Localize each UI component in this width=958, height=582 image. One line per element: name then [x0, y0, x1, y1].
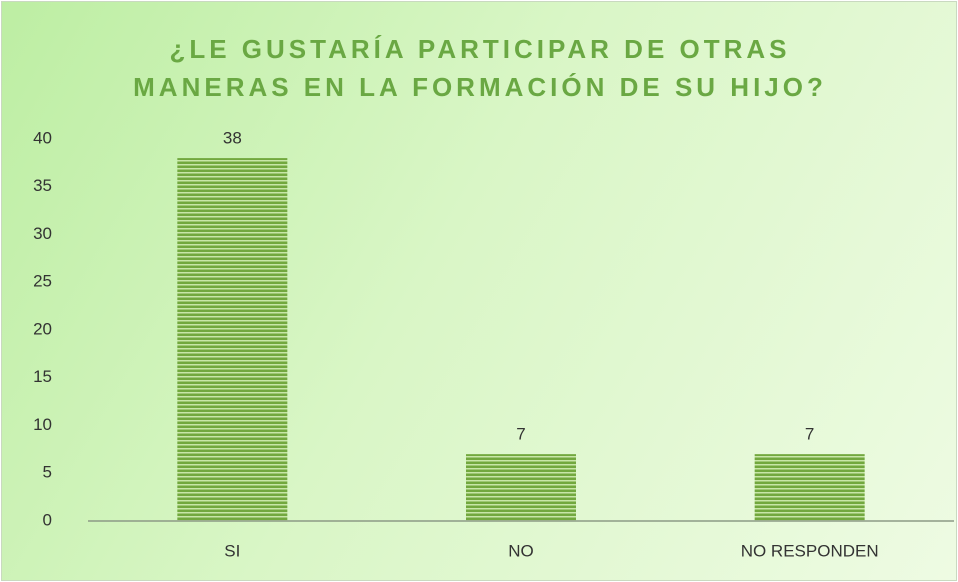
y-tick-label: 0: [43, 510, 52, 529]
chart-title: ¿LE GUSTARÍA PARTICIPAR DE OTRAS MANERAS…: [133, 34, 827, 102]
y-tick-label: 15: [33, 367, 52, 386]
y-tick-label: 20: [33, 319, 52, 338]
data-label: 38: [223, 129, 242, 148]
y-tick-label: 5: [43, 463, 52, 482]
y-tick-label: 35: [33, 176, 52, 195]
x-tick-label: NO: [508, 541, 534, 560]
x-tick-label: SI: [224, 541, 240, 560]
bar: [754, 454, 865, 521]
bar: [177, 158, 288, 521]
y-tick-label: 10: [33, 415, 52, 434]
x-tick-label: NO RESPONDEN: [741, 541, 879, 560]
y-tick-label: 30: [33, 224, 52, 243]
data-label: 7: [805, 425, 814, 444]
y-tick-label: 40: [33, 128, 52, 147]
y-tick-label: 25: [33, 272, 52, 291]
bar: [466, 454, 576, 521]
data-label: 7: [516, 425, 525, 444]
